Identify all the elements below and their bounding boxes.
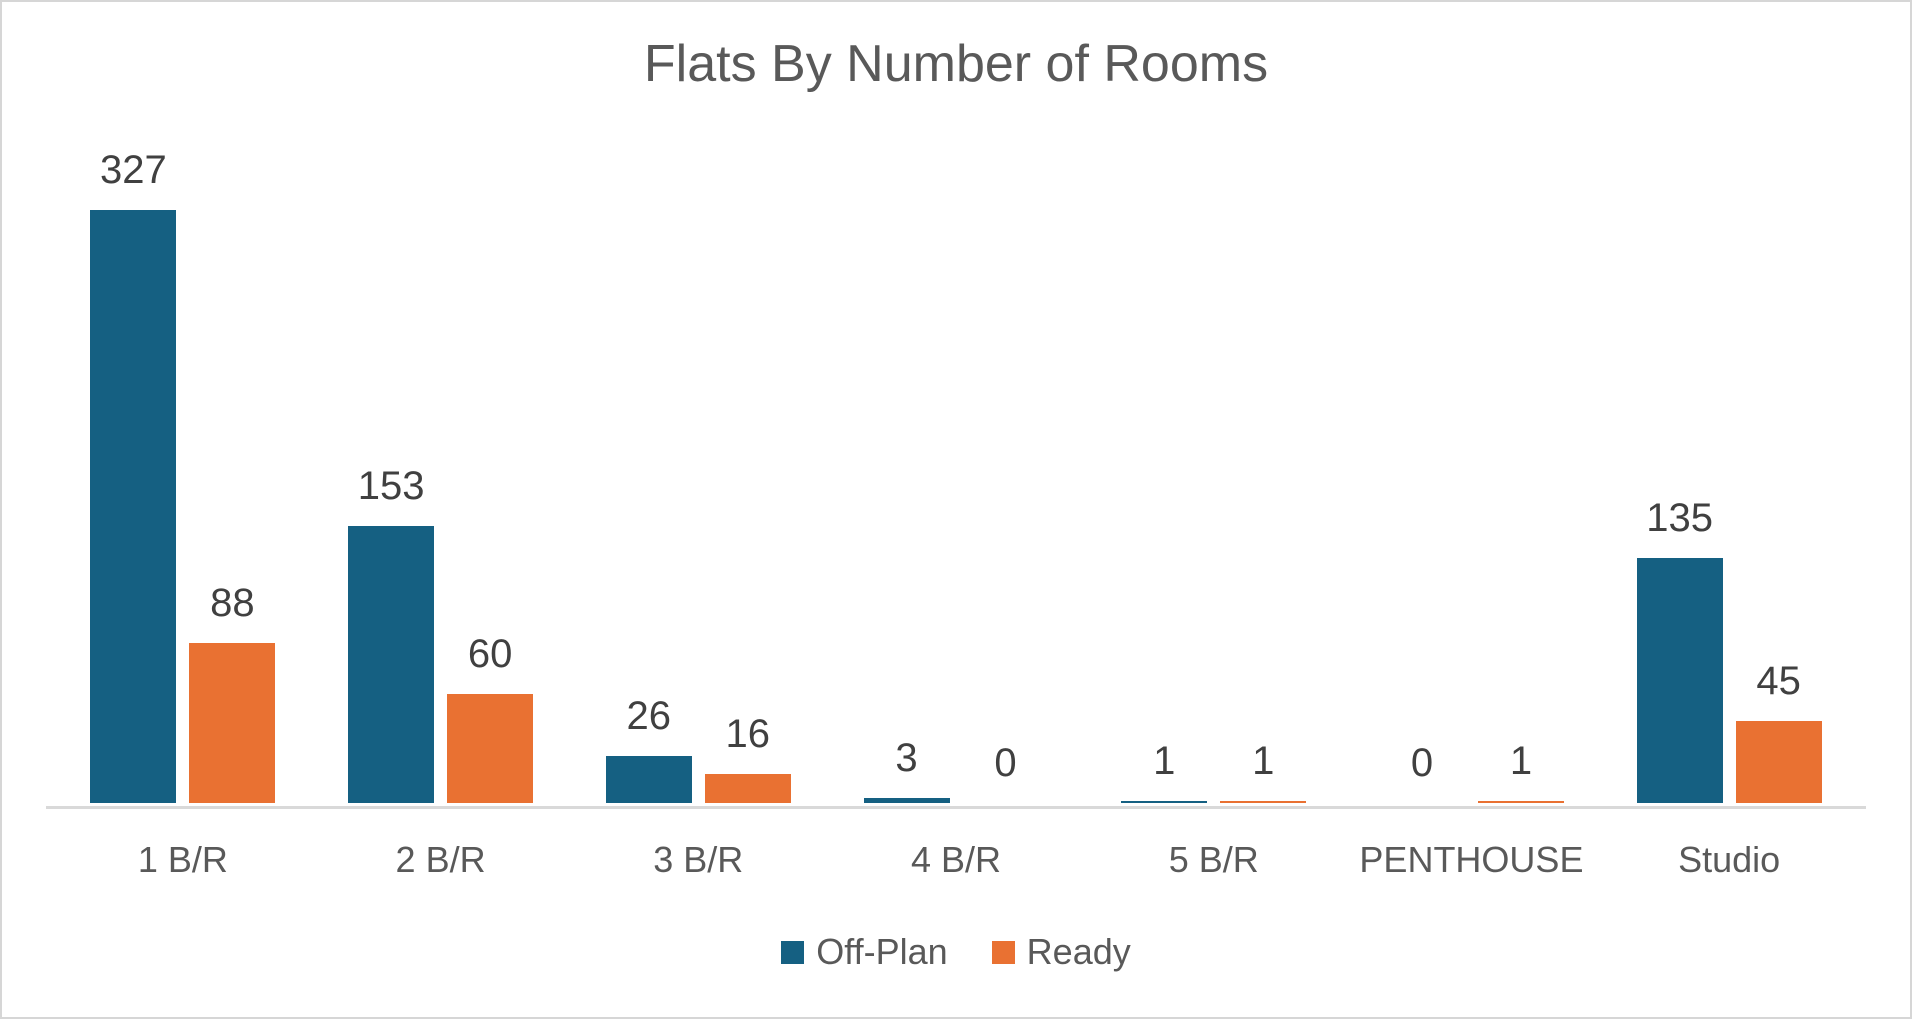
value-label: 0 (1410, 741, 1434, 785)
bar-wrap: 26 (605, 694, 692, 803)
value-label: 153 (357, 464, 425, 508)
value-label: 135 (1646, 496, 1714, 540)
legend-label: Ready (1026, 931, 1131, 972)
bar-wrap: 327 (90, 148, 177, 803)
legend-item-off-plan: Off-Plan (781, 931, 948, 972)
bar-ready (1735, 721, 1822, 803)
value-label: 88 (210, 581, 255, 625)
category-label-penthouse: PENTHOUSE (1359, 839, 1584, 880)
bar-wrap: 88 (189, 581, 276, 803)
value-label: 60 (467, 632, 513, 676)
bar-off-plan (1121, 801, 1208, 803)
bar-off-plan (1636, 558, 1723, 803)
bar-off-plan (348, 526, 435, 803)
bar-wrap: 153 (348, 464, 435, 803)
legend-label: Off-Plan (816, 931, 948, 972)
category-label-2-b-r: 2 B/R (395, 839, 486, 880)
value-label: 16 (725, 712, 771, 756)
category-label-5-b-r: 5 B/R (1168, 839, 1259, 880)
category-label-studio: Studio (1678, 839, 1781, 880)
bar-ready (447, 694, 534, 803)
bar-group-2-b-r: 153 60 (312, 142, 570, 803)
value-label: 1 (1252, 739, 1275, 783)
legend-swatch-icon (781, 940, 805, 964)
value-label: 3 (895, 736, 918, 780)
category-label-1-b-r: 1 B/R (137, 839, 228, 880)
bar-wrap: 1 (1121, 739, 1208, 803)
bar-ready (704, 774, 791, 803)
chart-title: Flats By Number of Rooms (643, 35, 1269, 93)
bar-off-plan (863, 798, 950, 803)
plot-area: 327 88 153 60 26 16 3 0 1 1 0 1 135 45 (54, 142, 1858, 803)
legend-swatch-icon (991, 940, 1015, 964)
legend-item-ready: Ready (991, 931, 1131, 972)
bar-ready (189, 643, 276, 803)
bar-group-studio: 135 45 (1600, 142, 1858, 803)
legend: Off-Plan Ready (2, 934, 1910, 970)
value-label: 1 (1153, 739, 1176, 783)
bar-group-1-b-r: 327 88 (54, 142, 312, 803)
bar-group-3-b-r: 26 16 (569, 142, 827, 803)
x-axis-labels: 1 B/R 2 B/R 3 B/R 4 B/R 5 B/R PENTHOUSE Studio (54, 840, 1858, 880)
bar-ready (1220, 801, 1307, 803)
value-label: 327 (99, 148, 167, 192)
value-label: 26 (626, 694, 672, 738)
value-label: 45 (1756, 659, 1801, 703)
bar-ready (1477, 801, 1564, 803)
category-label-3-b-r: 3 B/R (653, 839, 744, 880)
value-label: 1 (1509, 739, 1533, 783)
bar-wrap: 3 (863, 736, 950, 803)
category-label-4-b-r: 4 B/R (910, 839, 1002, 880)
bar-off-plan (90, 210, 177, 803)
bar-wrap: 1 (1220, 739, 1307, 803)
bar-wrap: 0 (1379, 743, 1465, 803)
bar-wrap: 135 (1636, 496, 1723, 803)
x-axis-line (46, 806, 1866, 809)
bar-wrap: 1 (1477, 739, 1564, 803)
value-label: 0 (994, 741, 1017, 785)
bar-wrap: 60 (447, 632, 534, 803)
bar-off-plan (605, 756, 692, 803)
bar-wrap: 0 (963, 743, 1049, 803)
bar-wrap: 45 (1735, 659, 1822, 803)
bar-wrap: 16 (704, 712, 791, 803)
